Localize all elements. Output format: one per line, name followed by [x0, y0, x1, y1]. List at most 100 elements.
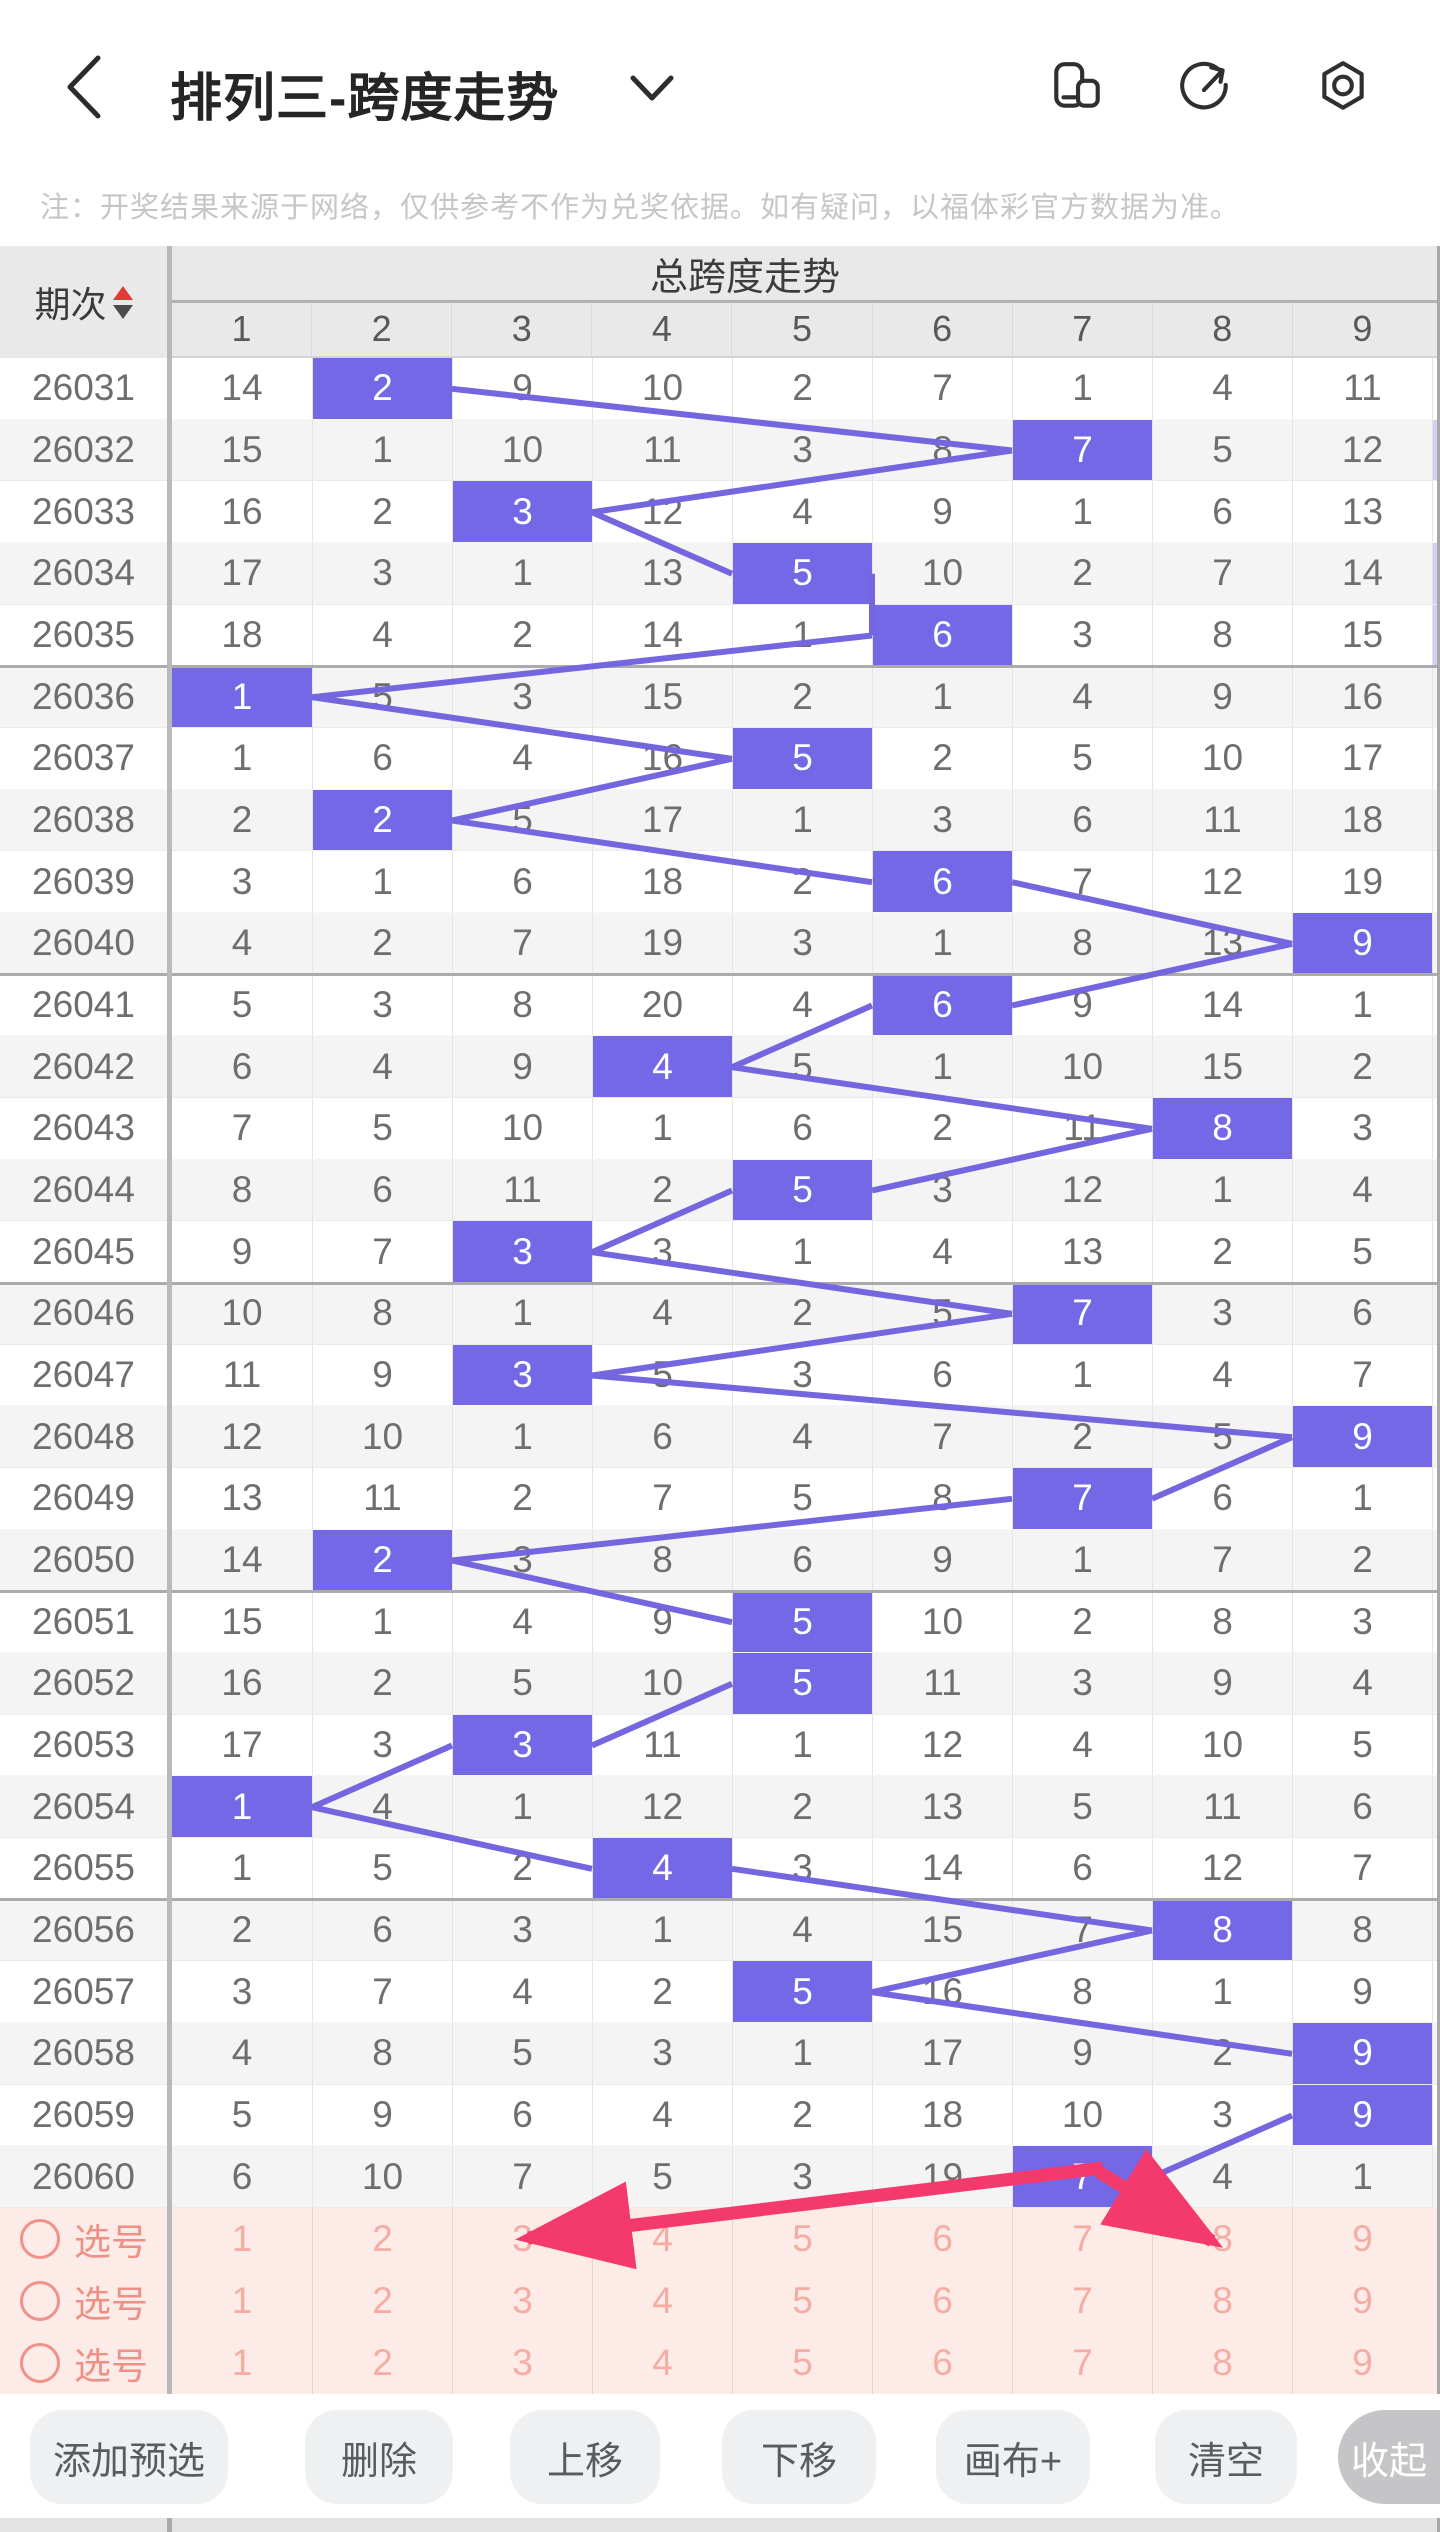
selection-number-4[interactable]: 4: [592, 2332, 732, 2394]
settings-icon[interactable]: [1314, 58, 1372, 116]
selection-number-4[interactable]: 4: [592, 2208, 732, 2270]
page-title[interactable]: 排列三-跨度走势: [170, 70, 560, 128]
selection-radio[interactable]: [20, 2219, 60, 2259]
cell-26058-col-4: 3: [592, 2023, 732, 2084]
cell-26053-col-5: 1: [732, 1714, 872, 1776]
selection-number-6[interactable]: 6: [872, 2332, 1012, 2394]
selection-label[interactable]: 选号: [74, 2222, 148, 2263]
cell-26045-col-1: 9: [231, 1230, 253, 1272]
toolbar-button-3[interactable]: 上移: [510, 2410, 660, 2504]
cell-26033-col-1: 16: [221, 490, 263, 532]
cell-26039-col-2: 1: [312, 851, 452, 912]
selection-number-5[interactable]: 5: [732, 2208, 872, 2270]
edge-sliver: [1432, 789, 1440, 851]
selection-number-9[interactable]: 9: [1292, 2332, 1432, 2394]
share-icon[interactable]: [1176, 58, 1234, 116]
period-cell: 26052: [32, 1662, 135, 1704]
selection-number-7[interactable]: 7: [1012, 2208, 1152, 2270]
cell-26040-col-7: 8: [1012, 913, 1152, 974]
cell-26052-col-1: 16: [221, 1662, 263, 1704]
cell-26045-col-9: 5: [1292, 1221, 1432, 1282]
back-icon[interactable]: [58, 52, 110, 122]
selection-number-5[interactable]: 5: [732, 2332, 872, 2394]
selection-radio[interactable]: [20, 2281, 60, 2321]
selection-number-2[interactable]: 2: [312, 2332, 452, 2394]
selection-number-8[interactable]: 8: [1152, 2208, 1292, 2270]
selection-number-6[interactable]: 6: [872, 2208, 1012, 2270]
selection-label[interactable]: 选号: [74, 2284, 148, 2325]
cell-26046-col-5: 2: [732, 1283, 872, 1344]
cell-26044-col-1: 8: [231, 1168, 253, 1210]
edge-sliver: [1432, 1098, 1440, 1159]
selection-number-4[interactable]: 4: [592, 2270, 732, 2332]
cell-26060-col-5: 3: [732, 2146, 872, 2207]
hit-cell-26058-col-9: 9: [1292, 2023, 1432, 2084]
selection-number-6[interactable]: 6: [872, 2270, 1012, 2332]
period-cell: 26039: [32, 860, 135, 902]
selection-number-3[interactable]: 3: [452, 2332, 592, 2394]
column-header-1: 1: [231, 308, 252, 349]
period-column-header[interactable]: 期次: [0, 246, 167, 358]
selection-number-1[interactable]: 1: [231, 2218, 253, 2259]
selection-number-5[interactable]: 5: [732, 2270, 872, 2332]
toolbar-button-6[interactable]: 清空: [1155, 2410, 1297, 2504]
cell-26057-col-9: 9: [1292, 1961, 1432, 2022]
edge-sliver: [1432, 1468, 1440, 1529]
period-cell: 26035: [32, 613, 135, 655]
table-row-26034: 26034 17 3 1 13 5 10 2 7 14: [0, 543, 1440, 605]
cell-26060-col-9: 1: [1292, 2146, 1432, 2207]
cell-26046-col-1: 10: [221, 1292, 263, 1334]
cell-26033-col-9: 13: [1292, 481, 1432, 542]
selection-number-2[interactable]: 2: [312, 2270, 452, 2332]
selection-label[interactable]: 选号: [74, 2346, 148, 2387]
table-row-26059: 26059 5 9 6 4 2 18 10 3 9: [0, 2084, 1440, 2147]
selection-number-7[interactable]: 7: [1012, 2270, 1152, 2332]
selection-number-2[interactable]: 2: [312, 2208, 452, 2270]
selection-radio[interactable]: [20, 2343, 60, 2383]
cell-26057-col-2: 7: [312, 1961, 452, 2022]
hit-cell-26053-col-3: 3: [452, 1714, 592, 1776]
selection-number-8[interactable]: 8: [1152, 2270, 1292, 2332]
cell-26045-col-2: 7: [312, 1221, 452, 1282]
multiwindow-icon[interactable]: [1048, 58, 1106, 116]
cell-26049-col-4: 7: [592, 1468, 732, 1529]
cell-26050-col-1: 14: [221, 1538, 263, 1580]
cell-26054-col-8: 11: [1152, 1776, 1292, 1837]
cell-26043-col-5: 6: [732, 1098, 872, 1159]
cell-26042-col-7: 10: [1012, 1036, 1152, 1097]
cell-26033-col-5: 4: [732, 481, 872, 542]
cell-26045-col-8: 2: [1152, 1221, 1292, 1282]
period-cell: 26047: [32, 1353, 135, 1395]
cell-26052-col-7: 3: [1012, 1653, 1152, 1714]
cell-26055-col-1: 1: [231, 1847, 253, 1889]
cell-26043-col-2: 5: [312, 1098, 452, 1159]
cell-26055-col-7: 6: [1012, 1838, 1152, 1899]
selection-number-1[interactable]: 1: [231, 2280, 253, 2321]
selection-number-7[interactable]: 7: [1012, 2332, 1152, 2394]
toolbar-button-5[interactable]: 画布+: [936, 2410, 1090, 2504]
period-cell: 26040: [32, 922, 135, 964]
table-row-26048: 26048 12 10 1 6 4 7 2 5 9: [0, 1406, 1440, 1468]
selection-number-9[interactable]: 9: [1292, 2270, 1432, 2332]
cell-26050-col-7: 1: [1012, 1529, 1152, 1591]
table-row-26047: 26047 11 9 3 5 3 6 1 4 7: [0, 1344, 1440, 1407]
toolbar-button-4[interactable]: 下移: [722, 2410, 876, 2504]
toolbar-button-1[interactable]: 添加预选: [30, 2410, 228, 2504]
selection-number-1[interactable]: 1: [231, 2342, 253, 2383]
cell-26031-col-8: 4: [1152, 358, 1292, 419]
period-column-label: 期次: [34, 284, 107, 325]
selection-number-9[interactable]: 9: [1292, 2208, 1432, 2270]
selection-number-8[interactable]: 8: [1152, 2332, 1292, 2394]
selection-number-3[interactable]: 3: [452, 2270, 592, 2332]
cell-26048-col-5: 4: [732, 1406, 872, 1467]
cell-26048-col-3: 1: [452, 1406, 592, 1467]
toolbar-button-7[interactable]: 收起: [1338, 2410, 1440, 2504]
toolbar-button-2[interactable]: 删除: [305, 2410, 453, 2504]
hit-cell-26057-col-5: 5: [732, 1961, 872, 2022]
cell-26046-col-4: 4: [592, 1283, 732, 1344]
cell-26059-col-5: 2: [732, 2084, 872, 2146]
cell-26034-col-4: 13: [592, 543, 732, 604]
cell-26049-col-3: 2: [452, 1468, 592, 1529]
table-row-26045: 26045 9 7 3 3 1 4 13 2 5: [0, 1221, 1440, 1283]
selection-number-3[interactable]: 3: [452, 2208, 592, 2270]
